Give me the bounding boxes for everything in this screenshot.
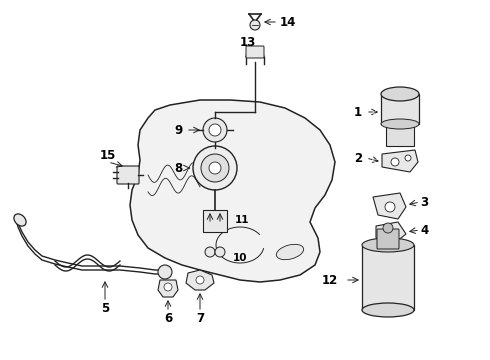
Polygon shape — [186, 270, 214, 290]
Circle shape — [164, 283, 172, 291]
Circle shape — [193, 146, 237, 190]
Text: 9: 9 — [174, 123, 182, 136]
FancyBboxPatch shape — [377, 229, 399, 249]
Circle shape — [405, 155, 411, 161]
FancyBboxPatch shape — [381, 94, 419, 124]
Text: 12: 12 — [322, 274, 338, 287]
Circle shape — [215, 247, 225, 257]
Text: 8: 8 — [174, 162, 182, 175]
Polygon shape — [130, 100, 335, 282]
Circle shape — [203, 118, 227, 142]
Text: 7: 7 — [196, 311, 204, 324]
Circle shape — [158, 265, 172, 279]
Text: 4: 4 — [420, 224, 428, 237]
Text: 10: 10 — [233, 253, 247, 263]
Ellipse shape — [381, 87, 419, 101]
Circle shape — [209, 124, 221, 136]
Circle shape — [201, 154, 229, 182]
Circle shape — [391, 158, 399, 166]
FancyBboxPatch shape — [386, 124, 414, 146]
Polygon shape — [373, 193, 406, 219]
Circle shape — [385, 202, 395, 212]
FancyBboxPatch shape — [362, 245, 414, 310]
Ellipse shape — [14, 214, 26, 226]
Circle shape — [205, 247, 215, 257]
Text: 2: 2 — [354, 152, 362, 165]
Text: 5: 5 — [101, 302, 109, 315]
Polygon shape — [158, 280, 178, 297]
Text: 15: 15 — [100, 149, 116, 162]
Circle shape — [209, 162, 221, 174]
Polygon shape — [382, 150, 418, 172]
Text: 11: 11 — [235, 215, 249, 225]
Text: 13: 13 — [240, 36, 256, 49]
Circle shape — [383, 223, 393, 233]
FancyBboxPatch shape — [117, 166, 139, 184]
Ellipse shape — [276, 244, 304, 260]
Ellipse shape — [381, 119, 419, 129]
Ellipse shape — [362, 303, 414, 317]
FancyBboxPatch shape — [246, 46, 264, 58]
Polygon shape — [376, 222, 406, 242]
Circle shape — [250, 20, 260, 30]
Ellipse shape — [362, 238, 414, 252]
Text: 14: 14 — [280, 15, 296, 28]
Circle shape — [196, 276, 204, 284]
Text: 6: 6 — [164, 311, 172, 324]
FancyBboxPatch shape — [203, 210, 227, 232]
Text: 1: 1 — [354, 105, 362, 118]
Text: 3: 3 — [420, 195, 428, 208]
